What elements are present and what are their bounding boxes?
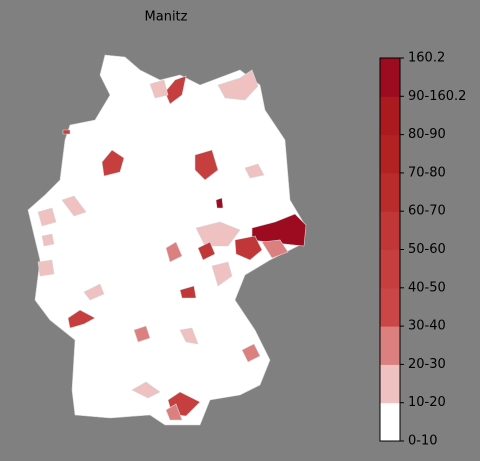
colorbar-segment xyxy=(380,211,400,250)
colorbar-tick-label: 80-90 xyxy=(408,127,446,142)
colorbar-tick-label: 50-60 xyxy=(408,242,446,257)
district-light xyxy=(61,195,87,217)
district-light xyxy=(131,381,161,399)
district-mid xyxy=(67,309,96,329)
district-light xyxy=(165,403,183,421)
colorbar-tick-label: 10-20 xyxy=(408,395,446,410)
district-light xyxy=(37,207,57,227)
colorbar-tick-label: 70-80 xyxy=(408,165,446,180)
district-light xyxy=(217,69,259,101)
colorbar-segment xyxy=(380,287,400,327)
district-light xyxy=(261,239,289,259)
colorbar-tick-label: 60-70 xyxy=(408,204,446,219)
colorbar: 0-10 10-20 20-30 30-40 40-50 50-60 60-70 70-80 8… xyxy=(379,51,466,449)
colorbar-segment xyxy=(380,364,400,404)
district-light xyxy=(211,261,233,287)
colorbar-segment xyxy=(380,249,400,289)
map-title: Manitz xyxy=(145,10,188,25)
colorbar-segment xyxy=(380,172,400,212)
germany-map xyxy=(27,54,307,426)
district-light xyxy=(195,221,241,247)
colorbar-segment xyxy=(380,134,400,174)
district-light xyxy=(241,343,261,363)
colorbar-segment xyxy=(380,58,400,97)
colorbar-tick-label: 20-30 xyxy=(408,357,446,372)
district-light xyxy=(165,241,183,263)
district-high xyxy=(215,197,224,209)
district-mid xyxy=(234,235,263,261)
district-light xyxy=(179,327,199,345)
colorbar-segment xyxy=(380,402,400,442)
district-light xyxy=(83,283,105,301)
colorbar-segment xyxy=(380,96,400,136)
colorbar-tick-label: 40-50 xyxy=(408,280,446,295)
district-mid xyxy=(194,149,219,181)
district-light xyxy=(133,325,151,343)
district-light xyxy=(244,163,265,179)
district-light xyxy=(37,259,55,277)
colorbar-tick-label: 30-40 xyxy=(408,319,446,334)
district-mid xyxy=(179,285,197,299)
district-mid xyxy=(62,129,71,135)
colorbar-tick-label: 160.2 xyxy=(408,51,445,66)
colorbar-tick-label: 90-160.2 xyxy=(408,89,466,104)
district-mid xyxy=(101,149,125,177)
district-light xyxy=(41,233,55,247)
colorbar-segment xyxy=(380,326,400,365)
district-mid xyxy=(164,75,187,105)
district-light xyxy=(149,79,169,99)
district-mid xyxy=(197,241,216,261)
colorbar-tick-label: 0-10 xyxy=(408,434,438,449)
